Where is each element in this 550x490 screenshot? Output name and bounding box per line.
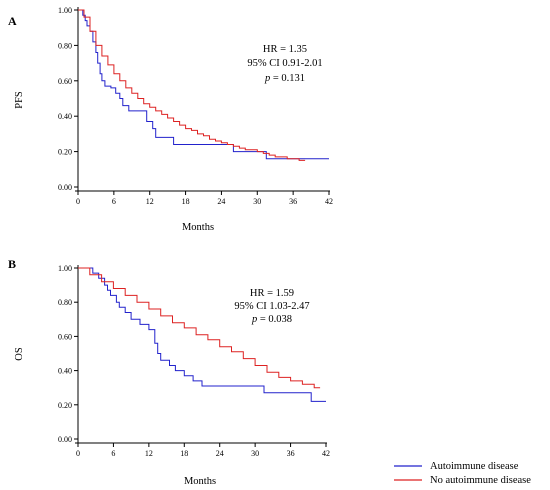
panel-a-ci: 95% CI 0.91-2.01 [247, 58, 322, 69]
panel-b-annotation: HR = 1.59 95% CI 1.03-2.47 p = 0.038 [234, 288, 309, 325]
panel-b-ytick-label: 0.00 [58, 435, 72, 444]
legend-label-autoimmune: Autoimmune disease [430, 461, 519, 472]
panel-b-ytick-label: 0.40 [58, 367, 72, 376]
panel-a-ytick-label: 0.00 [58, 183, 72, 192]
panel-a-series-no-autoimmune-line [78, 9, 306, 161]
legend-label-no-autoimmune: No autoimmune disease [430, 475, 531, 486]
panel-b-series-no-autoimmune-line [78, 267, 321, 389]
panel-a-annotation: HR = 1.35 95% CI 0.91-2.01 p = 0.131 [247, 44, 322, 84]
panel-b-ci: 95% CI 1.03-2.47 [234, 301, 309, 312]
panel-a-ytick-label: 0.20 [58, 148, 72, 157]
panel-a-xtick-label: 0 [76, 197, 80, 206]
panel-b-xtick-label: 36 [287, 449, 295, 458]
legend: Autoimmune disease No autoimmune disease [394, 461, 531, 486]
panel-b-xlabel: Months [184, 476, 216, 487]
panel-b-ytick-label: 0.20 [58, 401, 72, 410]
panel-a-xtick-label: 18 [182, 197, 190, 206]
panel-b-hr: HR = 1.59 [250, 288, 294, 299]
panel-a-ytick-label: 0.60 [58, 77, 72, 86]
panel-a-hr: HR = 1.35 [263, 44, 307, 55]
panel-a-ytick-label: 0.80 [58, 41, 72, 50]
panel-a-xlabel: Months [182, 222, 214, 233]
panel-b-xtick-label: 0 [76, 449, 80, 458]
panel-b-ytick-label: 1.00 [58, 264, 72, 273]
panel-b-ylabel: OS [14, 347, 25, 361]
panel-b-xtick-label: 6 [111, 449, 115, 458]
panel-b-ytick-label: 0.60 [58, 332, 72, 341]
panel-b-ytick-label: 0.80 [58, 298, 72, 307]
panel-a-series-autoimmune-line [78, 9, 329, 160]
panel-b-series-autoimmune-line [78, 267, 326, 402]
panel-a-ytick-label: 1.00 [58, 6, 72, 15]
panel-a-chart: A PFS Months HR = 1.35 95% CI 0.91-2.01 … [8, 6, 333, 233]
panel-a-label: A [8, 14, 17, 28]
panel-a-xtick-label: 6 [112, 197, 116, 206]
panel-a-xtick-label: 30 [253, 197, 261, 206]
panel-a-ytick-label: 0.40 [58, 112, 72, 121]
panel-a-xtick-label: 12 [146, 197, 154, 206]
panel-a-xtick-label: 42 [325, 197, 333, 206]
panel-b-xtick-label: 30 [251, 449, 259, 458]
panel-b-xtick-label: 24 [216, 449, 224, 458]
panel-a-xtick-label: 24 [217, 197, 225, 206]
panel-b-xtick-label: 42 [322, 449, 330, 458]
panel-b-chart: B OS Months HR = 1.59 95% CI 1.03-2.47 p… [8, 257, 330, 487]
panel-a-ylabel: PFS [14, 91, 25, 109]
panel-a-xtick-label: 36 [289, 197, 297, 206]
panel-a-p: p = 0.131 [264, 73, 305, 84]
panel-b-label: B [8, 257, 16, 271]
panel-b-xtick-label: 18 [180, 449, 188, 458]
panel-b-p: p = 0.038 [251, 314, 292, 325]
panel-b-xtick-label: 12 [145, 449, 153, 458]
